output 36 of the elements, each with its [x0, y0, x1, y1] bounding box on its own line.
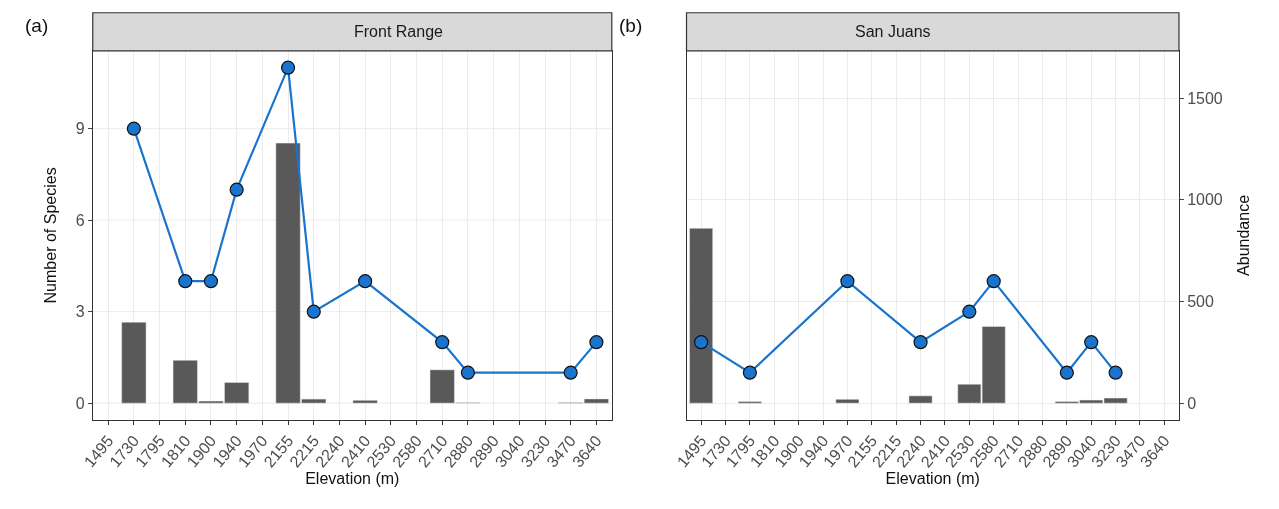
y2-tick-label: 0	[1187, 394, 1197, 412]
point	[435, 335, 450, 350]
point	[962, 304, 977, 319]
text: (a)	[25, 15, 49, 36]
text: (b)	[619, 15, 643, 36]
y2-tick-label: 1500	[1187, 89, 1223, 107]
point	[126, 121, 141, 136]
point	[203, 274, 219, 289]
y2-tick-label: 1000	[1187, 191, 1223, 209]
point	[563, 365, 578, 380]
point	[1108, 365, 1123, 380]
y-tick-label: 9	[75, 120, 85, 138]
point	[178, 274, 193, 289]
point	[280, 60, 296, 75]
y-axis-title: Number of Species	[41, 167, 59, 304]
point	[1084, 335, 1099, 350]
point	[913, 335, 928, 350]
point	[840, 274, 855, 289]
point	[589, 335, 604, 350]
chart-title: Front Range	[354, 23, 444, 40]
y-tick-label: 3	[75, 303, 85, 321]
y2-tick-label: 500	[1187, 293, 1214, 311]
point	[986, 274, 1001, 289]
y-tick-label: 6	[75, 211, 85, 229]
point	[306, 304, 321, 319]
point	[1059, 365, 1074, 380]
point	[460, 365, 476, 380]
x-axis-title: Elevation (m)	[885, 470, 980, 488]
x-axis-title: Elevation (m)	[305, 470, 400, 488]
y2-axis-title: Abundance	[1234, 194, 1252, 276]
point	[358, 274, 373, 289]
y-tick-label: 0	[75, 394, 85, 412]
point	[742, 365, 757, 380]
point	[229, 182, 244, 197]
chart-title: San Juans	[855, 23, 931, 40]
point	[694, 335, 709, 350]
